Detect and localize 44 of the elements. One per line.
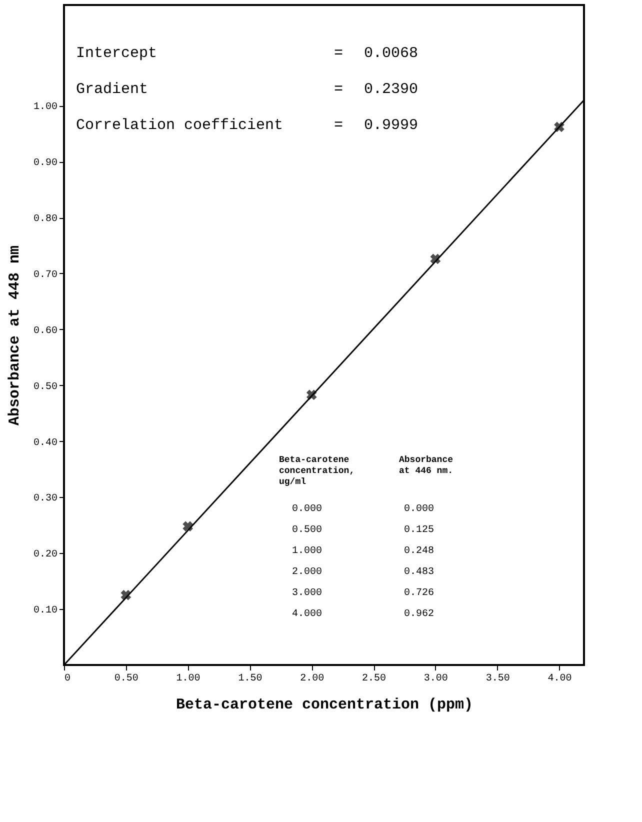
y-tick-label: 0.20 [33, 550, 58, 561]
y-tick-label: 0.10 [33, 606, 58, 617]
annotation: Gradient [76, 81, 148, 98]
annotation: 0.000 [404, 504, 434, 515]
x-tick-label: 1.50 [238, 674, 262, 684]
annotation: 2.000 [292, 567, 322, 578]
annotation: Absorbance at 446 nm. [399, 455, 454, 476]
annotation: 0.125 [404, 525, 434, 536]
annotation: 0.962 [404, 609, 434, 620]
y-tick-label: 0.30 [33, 494, 58, 505]
annotation: Correlation coefficient [76, 117, 284, 134]
annotation: 0.000 [292, 504, 322, 515]
annotation: 0.726 [404, 588, 434, 599]
x-tick-label: 0.50 [114, 674, 138, 684]
x-tick-label: 1.00 [176, 674, 200, 684]
annotation: 0.0068 [364, 45, 418, 62]
y-tick-label: 0.50 [33, 382, 58, 393]
x-tick-label: 2.00 [300, 674, 324, 684]
annotation: 0.483 [404, 567, 434, 578]
y-tick-label: 0.80 [33, 214, 58, 226]
annotation: Beta-carotene concentration, ug/ml [279, 455, 355, 487]
annotation: 4.000 [292, 609, 322, 620]
y-tick-label: 0.90 [33, 158, 58, 170]
annotation: = [334, 45, 344, 62]
x-tick-label: 3.00 [424, 674, 448, 684]
annotation: = [334, 81, 344, 98]
y-tick-label: 1.00 [33, 102, 58, 114]
annotation: 1.000 [292, 546, 322, 557]
y-tick-label: 0.40 [33, 438, 58, 449]
x-tick-label: 2.50 [362, 674, 386, 684]
x-axis-title: Beta-carotene concentration (ppm) [176, 696, 474, 714]
annotation: Intercept [76, 45, 158, 62]
annotation: = [334, 117, 344, 134]
x-tick-label: 3.50 [486, 674, 510, 684]
annotation: 0.500 [292, 525, 322, 536]
annotation: 3.000 [292, 588, 322, 599]
x-tick-label: 0 [64, 674, 71, 684]
x-tick-label: 4.00 [548, 674, 572, 684]
annotation: 0.248 [404, 546, 434, 557]
y-tick-label: 0.70 [33, 270, 58, 281]
y-axis-title: Absorbance at 448 nm [6, 245, 24, 426]
annotation: 0.2390 [364, 81, 418, 98]
annotation: 0.9999 [364, 117, 418, 134]
y-tick-label: 0.60 [33, 326, 58, 337]
